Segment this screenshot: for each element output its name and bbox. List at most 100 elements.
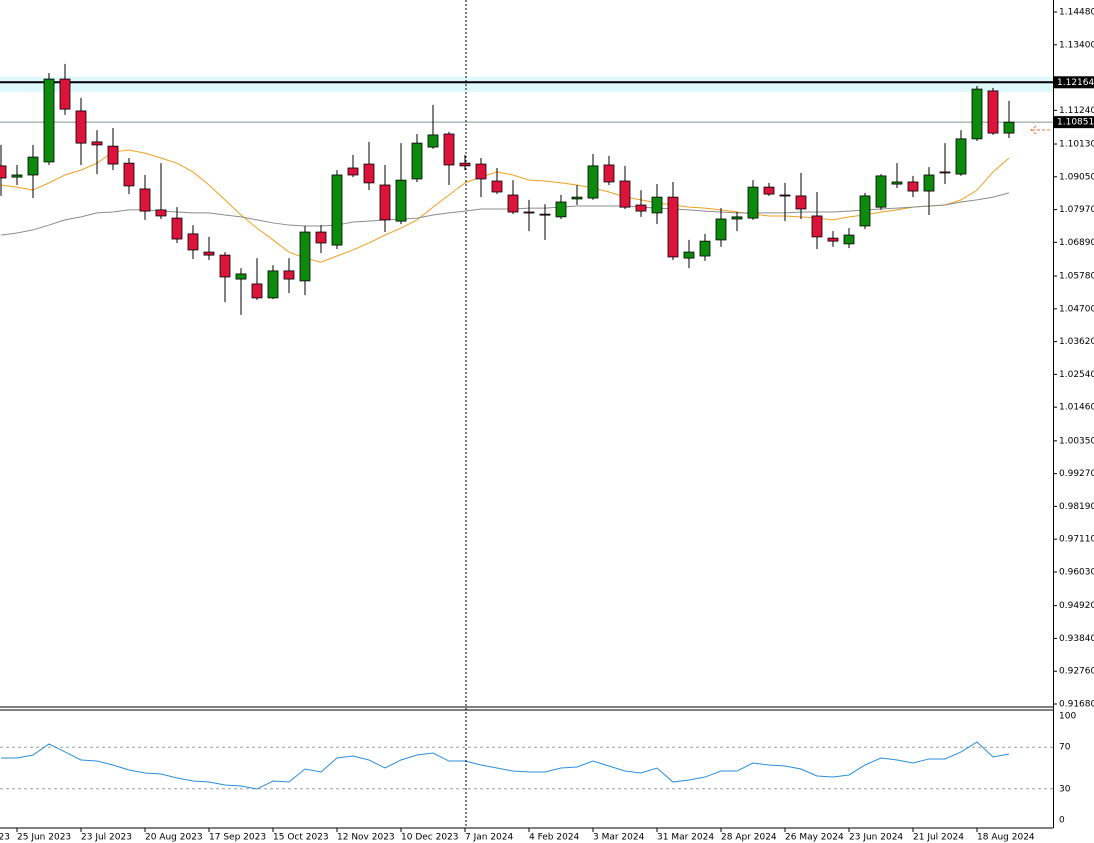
- candle-body: [1003, 121, 1015, 134]
- candle-body: [571, 196, 583, 200]
- candle-body: [619, 180, 631, 208]
- x-tick-label: 4 Feb 2024: [529, 833, 580, 843]
- y-tick-label: 1.09050: [1059, 172, 1094, 182]
- x-tick-label: 26 May 2024: [785, 833, 844, 843]
- candle-body: [763, 186, 775, 195]
- y-tick-label: 1.00350: [1059, 436, 1094, 446]
- y-tick-label: 1.10130: [1059, 140, 1094, 150]
- y-tick-label: 100: [1059, 712, 1076, 722]
- candle-body: [555, 201, 567, 218]
- candle-body: [427, 134, 439, 148]
- y-tick-label: 0.93840: [1059, 634, 1094, 644]
- candle-body: [187, 233, 199, 251]
- candle-body: [587, 165, 599, 199]
- candle-body: [219, 254, 231, 278]
- x-tick-label: 21 Jul 2024: [913, 833, 964, 843]
- price-label-box: [1054, 76, 1094, 89]
- candle-body: [667, 196, 679, 258]
- candle-body: [123, 162, 135, 187]
- candle-body: [859, 195, 871, 227]
- candle-body: [955, 138, 967, 175]
- candle-body: [491, 180, 503, 193]
- candle-body: [907, 181, 919, 192]
- price-label: 1.12164: [1057, 78, 1094, 88]
- y-tick-label: 1.04700: [1059, 304, 1094, 314]
- candle-body: [251, 283, 263, 299]
- candle-body: [59, 78, 71, 110]
- candle-body: [171, 217, 183, 240]
- y-tick-label: 0.92760: [1059, 667, 1094, 677]
- candle-body: [875, 175, 887, 208]
- y-tick-label: 1.03620: [1059, 337, 1094, 347]
- moving-average: [0, 192, 1010, 236]
- y-tick-label: 1.13400: [1059, 40, 1094, 50]
- x-tick-label: 12 Nov 2023: [337, 833, 395, 843]
- y-tick-label: 1.05780: [1059, 272, 1094, 282]
- candle-body: [891, 181, 903, 185]
- indicator-line: [1, 741, 1010, 790]
- price-label-box: [1054, 116, 1094, 129]
- y-tick-label: 1.02540: [1059, 370, 1094, 380]
- candle-body: [987, 90, 999, 134]
- candle-body: [459, 162, 471, 167]
- y-tick-label: 1.01460: [1059, 403, 1094, 413]
- candle-body: [203, 251, 215, 256]
- y-tick-label: 1.07970: [1059, 205, 1094, 215]
- y-tick-label: 0.99270: [1059, 469, 1094, 479]
- x-tick-label: 23 Jun 2024: [849, 833, 903, 843]
- axes: 1.14480 1.13400 1.11240 1.10130 1.09050 1.079…: [0, 8, 1094, 843]
- candle-body: [795, 195, 807, 210]
- candle-body: [603, 164, 615, 183]
- candle-body: [843, 234, 855, 245]
- y-tick-label: 0.98190: [1059, 502, 1094, 512]
- candle-body: [971, 88, 983, 140]
- candle-body: [731, 216, 743, 220]
- candle-body: [443, 133, 455, 166]
- candle-body: [939, 171, 951, 174]
- candle-body: [0, 165, 7, 179]
- plot-back: [0, 76, 1053, 790]
- candle-body: [155, 209, 167, 217]
- candle-body: [523, 211, 535, 214]
- candle-body: [923, 174, 935, 192]
- x-tick-label: 15 Oct 2023: [273, 833, 329, 843]
- y-tick-label: 1.11240: [1059, 106, 1094, 116]
- candle-body: [107, 145, 119, 165]
- x-tick-label: 10 Dec 2023: [401, 833, 459, 843]
- y-tick-label: 0: [1059, 816, 1065, 826]
- candle-body: [411, 142, 423, 180]
- x-tick-label: 3 Mar 2024: [593, 833, 645, 843]
- x-tick-label: 25 Jun 2023: [17, 833, 71, 843]
- candle-body: [539, 213, 551, 216]
- candle-body: [91, 141, 103, 146]
- candle-body: [507, 194, 519, 213]
- candle-body: [827, 237, 839, 242]
- candle-body: [651, 196, 663, 214]
- candle-body: [683, 251, 695, 259]
- x-tick-label: 23 Jul 2023: [81, 833, 132, 843]
- candle-body: [347, 167, 359, 176]
- x-tick-label: 20 Aug 2023: [145, 833, 203, 843]
- x-tick-label: 18 Aug 2024: [977, 833, 1035, 843]
- candle-body: [299, 231, 311, 282]
- candle-body: [331, 174, 343, 246]
- candle-body: [75, 110, 87, 144]
- candle-body: [27, 156, 39, 176]
- candle-body: [779, 194, 791, 197]
- candle-body: [235, 273, 247, 280]
- y-tick-label: 0.97110: [1059, 535, 1094, 545]
- price-label: 1.10851: [1057, 118, 1094, 128]
- candle-body: [635, 204, 647, 212]
- moving-average: [0, 149, 1010, 263]
- candle-body: [475, 163, 487, 180]
- y-tick-label: 0.96030: [1059, 567, 1094, 577]
- x-tick-label: 17 Sep 2023: [209, 833, 266, 843]
- y-tick-label: 70: [1059, 743, 1071, 753]
- y-tick-label: 1.06890: [1059, 238, 1094, 248]
- candle-body: [43, 78, 55, 163]
- plot-front: [0, 63, 1015, 790]
- candle-body: [699, 240, 711, 257]
- y-tick-label: 30: [1059, 784, 1071, 794]
